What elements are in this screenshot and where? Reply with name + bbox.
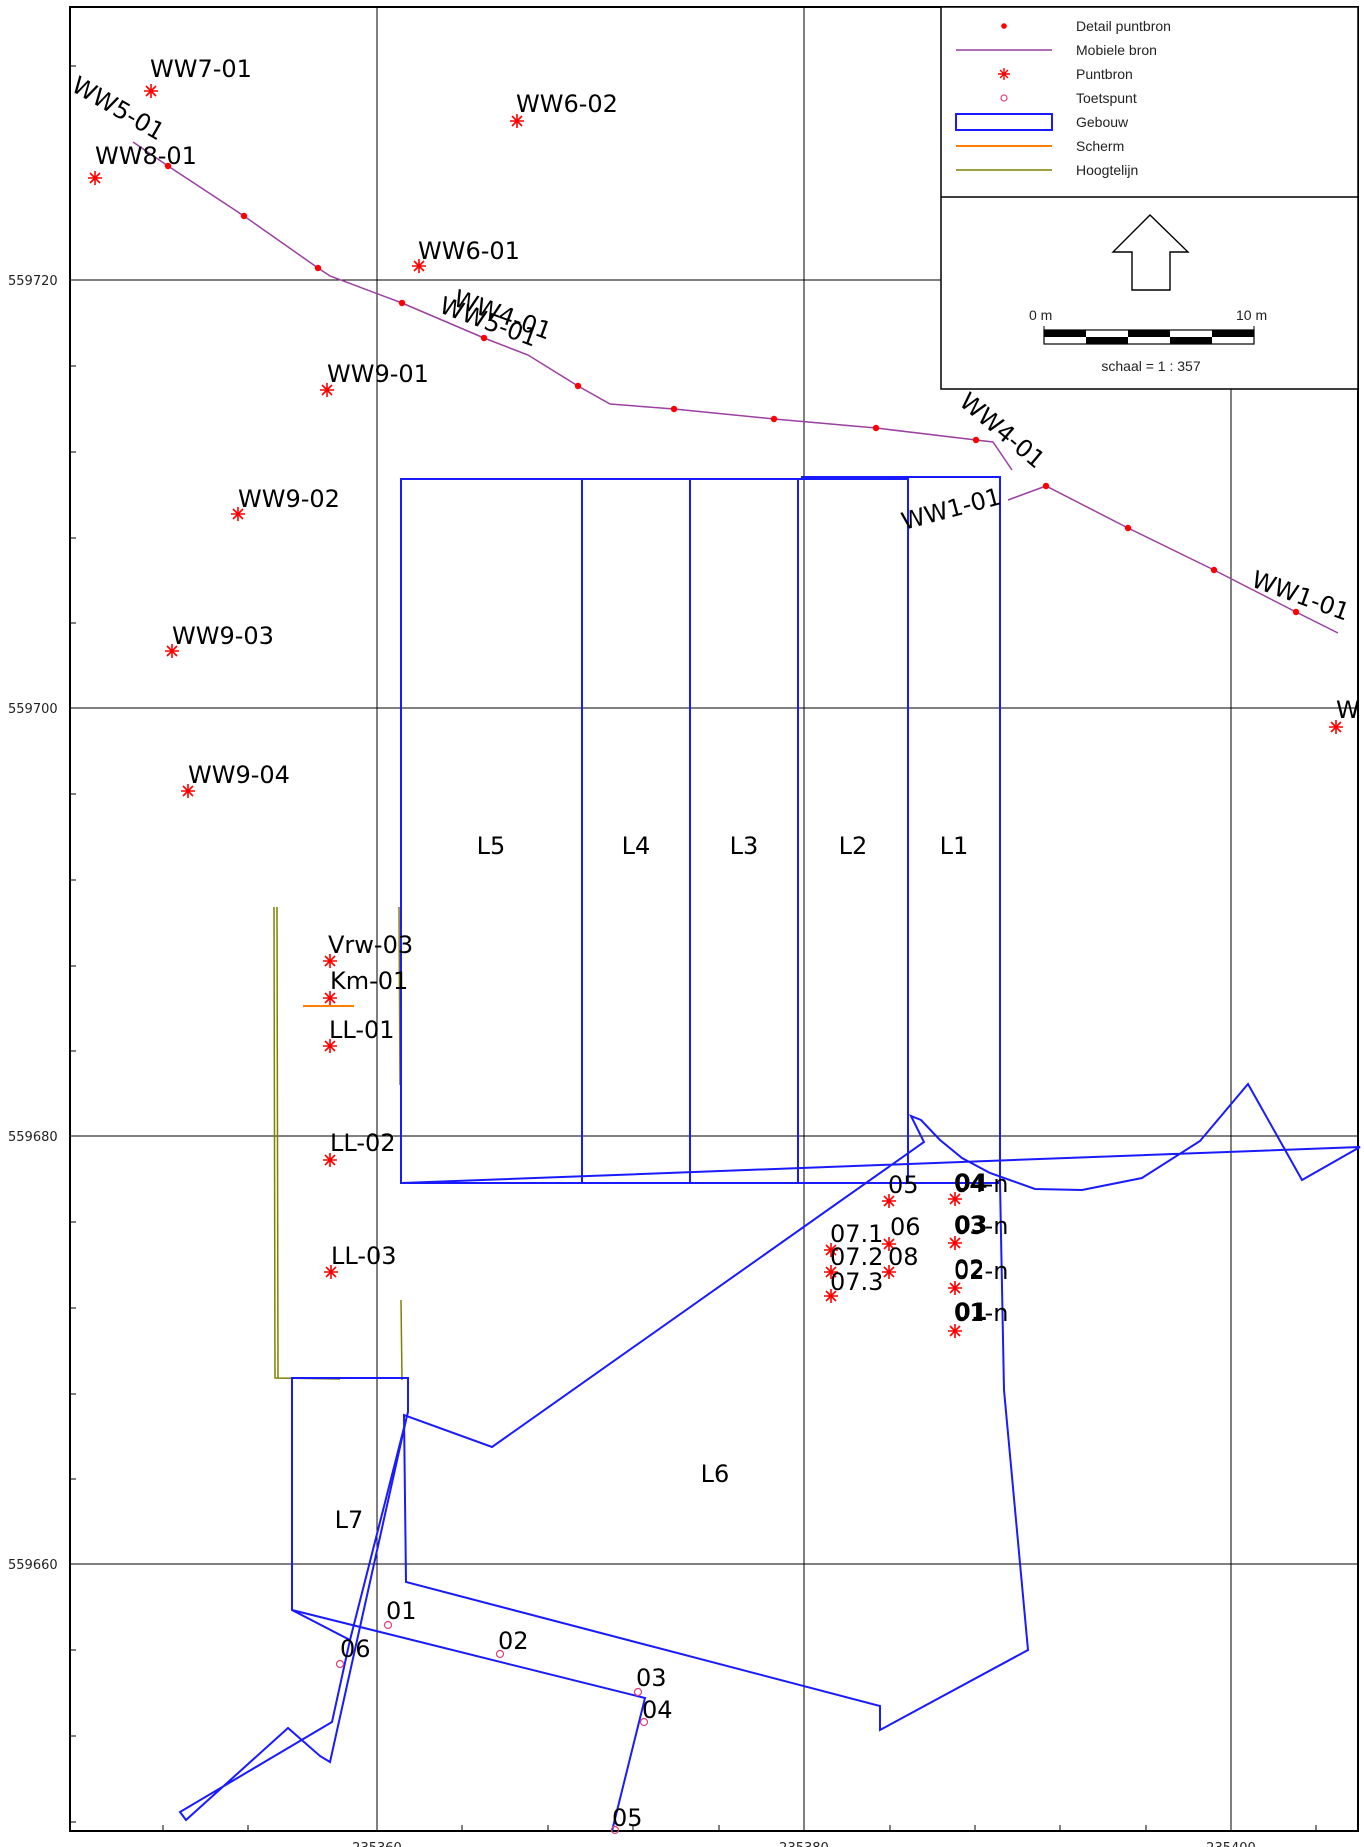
scale-ratio: schaal = 1 : 357 (1101, 358, 1200, 374)
mobile-sources (132, 141, 1339, 634)
legend-label: Gebouw (1076, 114, 1129, 130)
legend-symbol-test-point (1000, 94, 1008, 102)
scalebar-start: 0 m (1029, 307, 1052, 323)
y-tick-label: 559700 (8, 702, 58, 717)
point-source-label: WW6-02 (516, 90, 618, 118)
point-source-label: 06 (890, 1213, 921, 1241)
buildings (178, 476, 1361, 1832)
point-source-label: 04-n (954, 1170, 1008, 1198)
test-point-label: 06 (340, 1635, 371, 1663)
point-source-label: 08 (888, 1243, 919, 1271)
point-source-label: WW9-03 (172, 622, 274, 650)
scalebar (1043, 326, 1255, 345)
point-source-label: 07.1 (830, 1220, 883, 1248)
height-line (398, 906, 401, 1086)
building-label: L2 (839, 832, 868, 860)
legend: Detail puntbron Mobiele bron Puntbron To… (940, 6, 1359, 390)
point-source-label: 01-n (954, 1299, 1008, 1327)
test-point-label: 03 (636, 1664, 667, 1692)
point-source-label: WW8-01 (95, 142, 197, 170)
legend-label: Toetspunt (1076, 90, 1137, 106)
point-source-label: Km-01 (330, 967, 408, 995)
point-sources (88, 84, 1343, 1338)
y-tick-label: 559660 (8, 1558, 58, 1573)
point-source-label: W (1336, 696, 1360, 724)
point-source-label: LL-02 (330, 1129, 396, 1157)
point-source-label: WW6-01 (418, 237, 520, 265)
y-tick-label: 559720 (8, 274, 58, 289)
height-line (276, 906, 279, 1379)
legend-box (940, 6, 1359, 390)
point-source-label: WW9-02 (238, 485, 340, 513)
legend-label: Hoogtelijn (1076, 162, 1138, 178)
building-label: L3 (730, 832, 759, 860)
point-source-label: 04 (954, 1169, 987, 1197)
building-l6 (401, 1082, 1361, 1732)
legend-symbol-detail-source (1001, 23, 1007, 29)
legend-label: Detail puntbron (1076, 18, 1171, 34)
building-label: L7 (335, 1506, 364, 1534)
minor-ticks (70, 65, 1317, 1831)
test-point-label: 02 (498, 1627, 529, 1655)
legend-symbol-point-source (998, 68, 1010, 80)
building-label: L1 (940, 832, 969, 860)
point-source-label: 05 (888, 1171, 919, 1199)
building-outline (801, 476, 1001, 1183)
point-source-label: LL-03 (331, 1242, 397, 1270)
mobile-route-north (132, 141, 1013, 471)
test-points (335, 1620, 649, 1835)
point-source-label: 03 (954, 1211, 987, 1239)
building-l7 (291, 1377, 409, 1642)
point-source-label: WW9-04 (188, 761, 290, 789)
point-source-label: 02 (954, 1255, 985, 1283)
point-source-label: 07.3 (830, 1268, 883, 1296)
test-point-label: 05 (612, 1804, 643, 1832)
building-south (291, 1609, 647, 1832)
building-label: L5 (477, 832, 506, 860)
mobile-route-east (1007, 485, 1339, 634)
point-source-label: WW9-01 (327, 360, 429, 388)
test-point-label: 01 (386, 1597, 417, 1625)
x-tick-label: 235380 (779, 1841, 829, 1847)
y-tick-label: 559680 (8, 1130, 58, 1145)
point-source-label: Vrw-03 (328, 931, 413, 959)
scalebar-end: 10 m (1236, 307, 1267, 323)
north-arrow-icon (1111, 214, 1190, 291)
building-label: L6 (701, 1460, 730, 1488)
legend-label: Puntbron (1076, 66, 1133, 82)
point-source-label: 07.2 (830, 1243, 883, 1271)
point-source-label: WW7-01 (150, 55, 252, 83)
point-source-label: LL-01 (329, 1016, 395, 1044)
test-point-label: 04 (642, 1696, 673, 1724)
point-source-label: 01 (954, 1298, 987, 1326)
x-tick-label: 235400 (1206, 1841, 1256, 1847)
building-southwest (178, 1419, 407, 1822)
height-line (400, 1299, 403, 1381)
point-source-label: 02-n (954, 1257, 1008, 1285)
building-label: L4 (622, 832, 651, 860)
detail-source-points (164, 162, 1300, 616)
legend-label: Mobiele bron (1076, 42, 1157, 58)
point-source-label: 03-n (954, 1212, 1008, 1240)
legend-symbol-building (955, 113, 1053, 131)
x-tick-label: 235360 (352, 1841, 402, 1847)
legend-label: Scherm (1076, 138, 1124, 154)
